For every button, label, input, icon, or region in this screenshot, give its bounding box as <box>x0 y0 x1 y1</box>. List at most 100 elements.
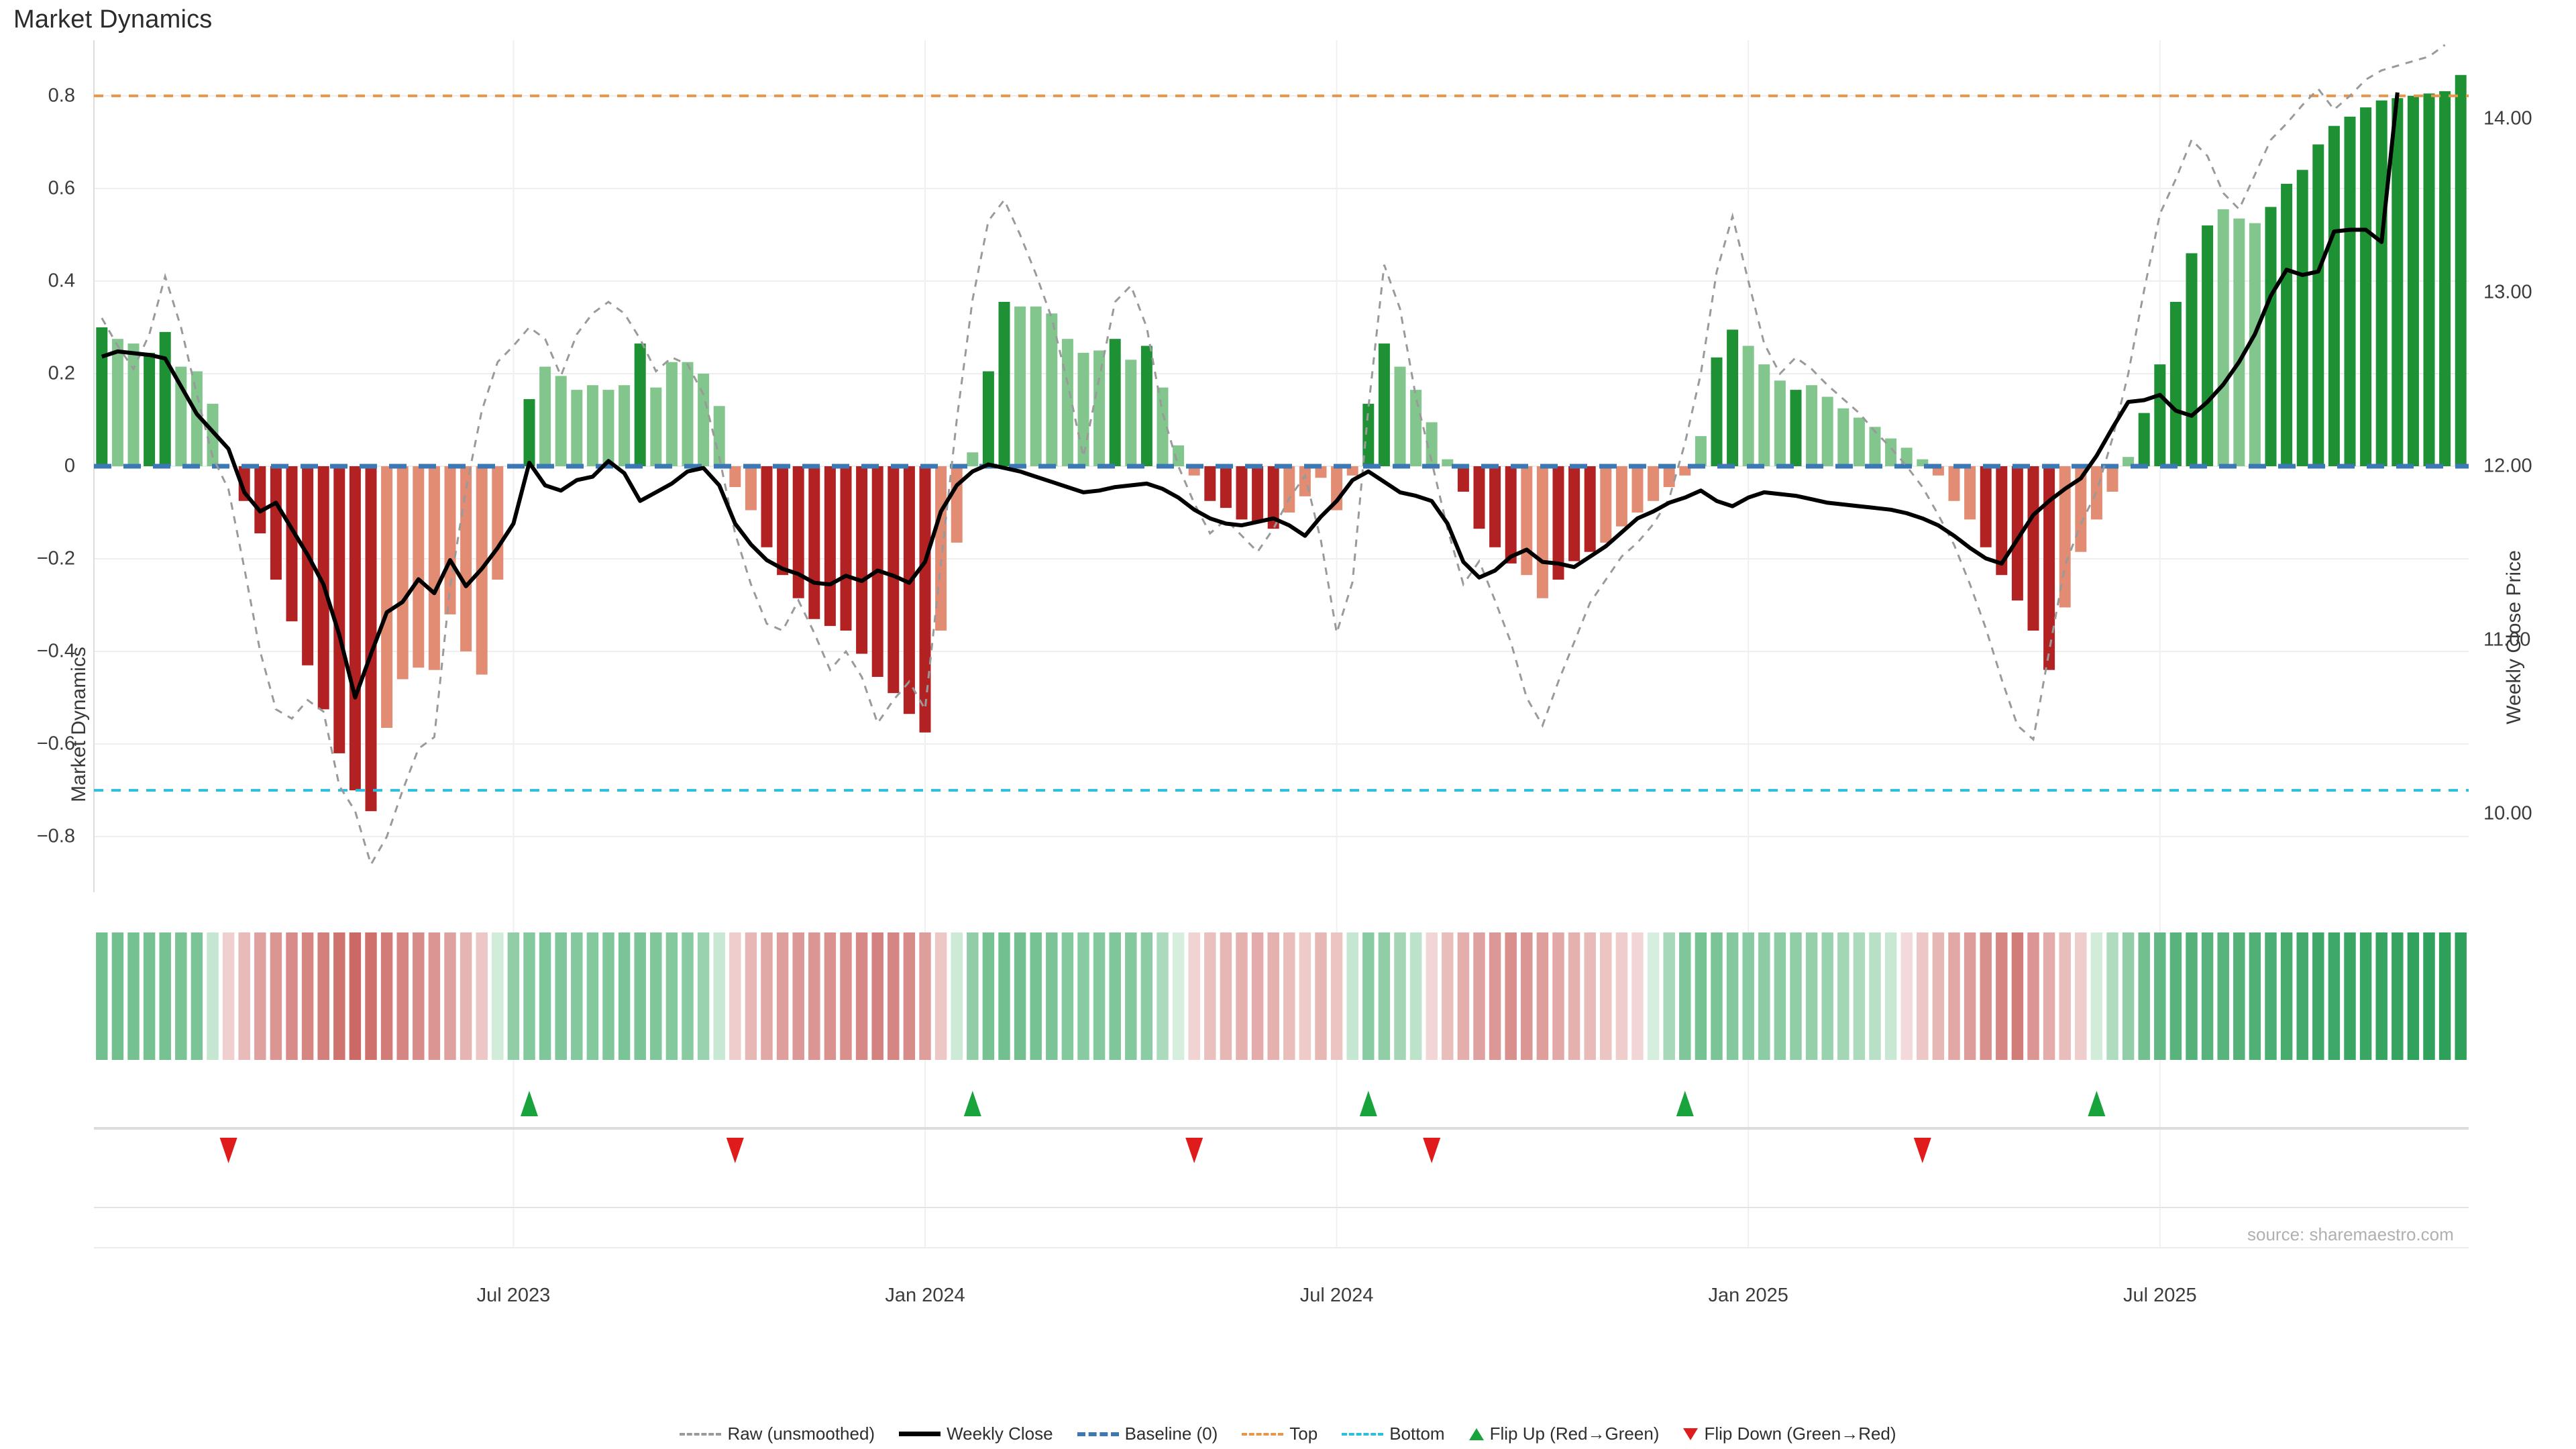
legend-swatch-raw-unsmoothed <box>680 1432 722 1436</box>
bar <box>824 466 836 627</box>
heatmap-cell <box>1061 932 1074 1060</box>
bar <box>1536 466 1548 598</box>
flip-up-marker[interactable] <box>1676 1091 1694 1116</box>
heatmap-cell <box>1758 932 1770 1060</box>
heatmap-cell <box>539 932 551 1060</box>
bar <box>586 385 598 466</box>
heatmap-cell <box>761 932 773 1060</box>
heatmap-cell <box>982 932 995 1060</box>
heatmap-cell <box>349 932 362 1060</box>
bar <box>1140 345 1152 466</box>
bar <box>2281 183 2293 466</box>
bar <box>1980 466 1992 547</box>
legend-item-weekly-close[interactable]: Weekly Close <box>899 1423 1053 1445</box>
heatmap-cell <box>650 932 662 1060</box>
bar <box>1014 306 1026 466</box>
heatmap-cell <box>1315 932 1327 1060</box>
heatmap-cell <box>2249 932 2261 1060</box>
bar <box>1426 422 1438 466</box>
heatmap-cell <box>1996 932 2008 1060</box>
heatmap-cell <box>824 932 837 1060</box>
heatmap-cell <box>1726 932 1739 1060</box>
heatmap-cell <box>1077 932 1089 1060</box>
heatmap-cell <box>476 932 488 1060</box>
bar <box>1125 360 1137 466</box>
heatmap-cell <box>1679 932 1691 1060</box>
heatmap-cell <box>143 932 156 1060</box>
legend-item-flip-down[interactable]: Flip Down (Green→Red) <box>1683 1423 1896 1445</box>
bar <box>919 466 931 733</box>
heatmap-cell <box>1600 932 1612 1060</box>
heatmap-cell <box>1884 932 1897 1060</box>
flip-up-marker[interactable] <box>1359 1091 1377 1116</box>
heatmap-cell <box>1394 932 1406 1060</box>
flip-up-marker[interactable] <box>2088 1091 2106 1116</box>
bar <box>1648 466 1660 501</box>
bar <box>1315 466 1327 478</box>
heatmap-cell <box>507 932 520 1060</box>
heatmap-cell <box>523 932 535 1060</box>
legend-label: Flip Down (Green→Red) <box>1704 1424 1896 1444</box>
bar <box>888 466 900 694</box>
heatmap-cell <box>682 932 694 1060</box>
bar <box>302 466 314 665</box>
flip-down-marker[interactable] <box>1423 1138 1441 1163</box>
heatmap-cell <box>270 932 282 1060</box>
legend-item-flip-up[interactable]: Flip Up (Red→Green) <box>1468 1423 1660 1445</box>
heatmap-cell <box>1521 932 1533 1060</box>
heatmap-cell <box>365 932 377 1060</box>
legend-item-raw-unsmoothed[interactable]: Raw (unsmoothed) <box>680 1423 875 1445</box>
heatmap-cell <box>254 932 266 1060</box>
heatmap-cell <box>207 932 219 1060</box>
bar <box>1900 447 1913 466</box>
legend-item-top[interactable]: Top <box>1242 1423 1318 1445</box>
heatmap-cell <box>413 932 425 1060</box>
flip-up-marker[interactable] <box>521 1091 538 1116</box>
chart-legend: Raw (unsmoothed) Weekly Close Baseline (0)… <box>0 1422 2576 1444</box>
heatmap-cell <box>460 932 472 1060</box>
heatmap-cell <box>1172 932 1185 1060</box>
heatmap-cell <box>2407 932 2420 1060</box>
heatmap-cell <box>1283 932 1295 1060</box>
flip-down-icon <box>1683 1428 1699 1440</box>
x-tick: Jan 2025 <box>1708 1285 1788 1306</box>
heatmap-cell <box>1552 932 1564 1060</box>
heatmap-cell <box>111 932 124 1060</box>
bar <box>238 466 250 501</box>
bar <box>998 301 1010 466</box>
flip-up-icon <box>1468 1428 1484 1440</box>
bar <box>349 466 361 791</box>
bar <box>1806 385 1818 466</box>
legend-label: Flip Up (Red→Green) <box>1489 1424 1660 1444</box>
y-tick-left: −0.6 <box>36 733 75 755</box>
legend-item-baseline[interactable]: Baseline (0) <box>1077 1423 1218 1445</box>
heatmap-cell <box>1442 932 1454 1060</box>
heatmap-cell <box>1030 932 1042 1060</box>
heatmap-cell <box>934 932 947 1060</box>
bar <box>1727 329 1739 466</box>
legend-swatch-weekly-close <box>899 1432 941 1437</box>
bar <box>2106 466 2118 492</box>
bar <box>2392 98 2404 467</box>
flip-down-marker[interactable] <box>1913 1138 1931 1163</box>
bar <box>967 452 979 466</box>
flip-up-marker[interactable] <box>963 1091 981 1116</box>
heatmap-cell <box>380 932 393 1060</box>
heatmap-cell <box>159 932 171 1060</box>
flip-down-marker[interactable] <box>726 1138 744 1163</box>
heatmap-cell <box>1948 932 1960 1060</box>
flip-down-marker[interactable] <box>1185 1138 1203 1163</box>
source-note: source: sharemaestro.com <box>2247 1224 2454 1244</box>
y-tick-left: −0.4 <box>36 640 75 662</box>
flip-down-marker[interactable] <box>219 1138 237 1163</box>
bar <box>1157 387 1169 466</box>
bar <box>1885 438 1897 466</box>
heatmap-cell <box>1647 932 1660 1060</box>
y-tick-right: 11.00 <box>2483 629 2531 651</box>
bar <box>2186 253 2198 466</box>
heatmap-cell <box>571 932 583 1060</box>
legend-item-bottom[interactable]: Bottom <box>1342 1423 1445 1445</box>
heatmap-cell <box>2186 932 2198 1060</box>
